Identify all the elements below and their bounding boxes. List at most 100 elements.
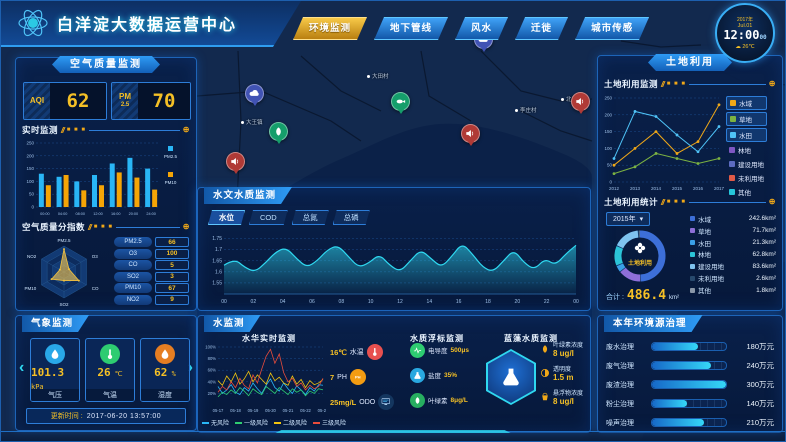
svg-text:1.75: 1.75 [212, 236, 222, 242]
bloom-legend-item[interactable]: 二级风险 [274, 418, 307, 427]
treatment-fill [652, 419, 704, 426]
land-use-donut: 土地利用 [614, 230, 666, 282]
land-legend-水域[interactable]: 水域 [726, 96, 767, 110]
stat-value: 242.6km² [748, 215, 776, 223]
prev-arrow[interactable]: ‹ [19, 359, 25, 376]
map-marker-speaker[interactable] [571, 92, 590, 111]
svg-text:1.55: 1.55 [212, 280, 222, 286]
map-marker-speaker[interactable] [461, 124, 480, 143]
land-stat-row: 其他 1.8km² [690, 285, 776, 295]
svg-text:05-19: 05-19 [248, 408, 259, 413]
map-marker-speaker[interactable] [226, 152, 245, 171]
bucket-icon [542, 392, 548, 401]
bloom-legend-item[interactable]: 一级风险 [235, 418, 268, 427]
treatment-label: 废气治理 [606, 362, 634, 370]
stat-value: 62.8km² [752, 250, 776, 258]
thermometer-icon [366, 344, 383, 360]
land-legend-林地[interactable]: 林地 [726, 144, 767, 156]
map-marker-leaf[interactable] [269, 122, 288, 141]
monitor-icon [382, 398, 391, 406]
land-stats-list: 水域 242.6km² 草地 71.7km² 水田 21.3km² 林地 62.8km² 建设用… [690, 214, 776, 295]
update-value: 2017-06-20 13:57:00 [86, 412, 162, 420]
buoy-label: 叶绿素 [428, 398, 448, 405]
target-icon: ⊕ [768, 197, 776, 206]
sub-index-title: 空气质量分指数 [22, 222, 86, 232]
hydro-tab-水位[interactable]: 水位 [208, 210, 245, 225]
treatment-label: 废渣治理 [606, 381, 634, 389]
svg-text:150: 150 [604, 129, 612, 134]
tab-风水[interactable]: 风水 [455, 17, 508, 40]
hydro-tab-总磷[interactable]: 总磷 [333, 210, 370, 225]
svg-text:100: 100 [26, 179, 34, 184]
svg-text:SO2: SO2 [59, 302, 69, 307]
buoy-value: 500μs [450, 346, 469, 354]
land-legend-水田[interactable]: 水田 [726, 128, 767, 142]
sub-index-value: 3 [155, 271, 189, 282]
sub-index-row: PM10 67 [114, 283, 189, 293]
land-legend-建设用地[interactable]: 建设用地 [726, 158, 767, 170]
map-marker-fish[interactable] [391, 92, 410, 111]
algae-value: 8 ug/l [553, 349, 574, 358]
footer-decoration [1, 431, 785, 441]
buoy-value: 8μg/L [450, 396, 468, 404]
buoy-readings-right: 电导度 500μs 盐度 35% 叶绿素 8μg/L [410, 342, 469, 408]
target-icon: ⊕ [768, 79, 776, 88]
map-marker-cloud[interactable] [245, 84, 264, 103]
nav-tabs: 环境监测 地下管线 风水 迁徙 城市传感 [293, 17, 649, 40]
next-arrow[interactable]: › [187, 359, 193, 376]
treatment-fill [652, 400, 687, 407]
treatment-value: 240万元 [746, 361, 774, 370]
svg-text:150: 150 [26, 166, 34, 171]
treatment-value: 140万元 [746, 399, 774, 408]
land-legend-其他[interactable]: 其他 [726, 186, 767, 198]
algae-reading-透明度: 透明度 1.5 m [540, 364, 583, 382]
svg-text:2017: 2017 [714, 186, 724, 191]
bloom-legend-item[interactable]: 无风险 [202, 418, 229, 427]
land-stats-title: 土地利用统计 [604, 197, 659, 207]
land-legend-草地[interactable]: 草地 [726, 112, 767, 126]
air-radar-chart: PM2.5 O3 CO SO2 PM10 NO2 [25, 238, 99, 307]
treatment-value: 180万元 [746, 342, 774, 351]
algae-label: 悬浮物浓度 [553, 391, 584, 397]
algae-label: 叶绿素浓度 [553, 343, 584, 349]
treatment-value: 300万元 [746, 380, 774, 389]
algae-readings: 叶绿素浓度 8 ug/l 透明度 1.5 m 悬浮物浓度 8 ug/l [540, 340, 583, 406]
land-use-line-chart: 0 50 100 150 200 250 2012 2013 2014 2015 2016 2017 [604, 96, 724, 192]
land-legend-未利用地[interactable]: 未利用地 [726, 172, 767, 184]
clock-widget: 2017年 Jul.01 12:0000 26℃ [715, 3, 775, 63]
svg-text:200: 200 [604, 112, 612, 117]
svg-text:04: 04 [280, 299, 286, 305]
slashes-decoration: // [88, 222, 92, 232]
aqi-display: AQI 62 [23, 82, 107, 120]
tab-迁徙[interactable]: 迁徙 [515, 17, 568, 40]
treatment-track [651, 418, 727, 427]
water-panel-title: 水监测 [204, 315, 261, 332]
hydro-tab-COD[interactable]: COD [249, 210, 288, 225]
legend-dash [274, 421, 282, 424]
header-line [115, 226, 180, 229]
treatment-value: 210万元 [746, 418, 774, 427]
tab-城市传感[interactable]: 城市传感 [575, 17, 649, 40]
treatment-rows: 废水治理 180万元 废气治理 240万元 废渣治理 300万元 粉尘治理 140万元 噪声治理… [606, 342, 774, 427]
water-level-chart: 1.55 1.6 1.65 1.7 1.75 00 02 04 06 08 10 12 14 16 18 20… [212, 236, 579, 305]
svg-text:14: 14 [427, 299, 433, 305]
tab-环境监测[interactable]: 环境监测 [293, 17, 367, 40]
stat-label: 建设用地 [698, 264, 724, 272]
hydro-tab-总氮[interactable]: 总氮 [292, 210, 329, 225]
total-unit: km² [669, 295, 680, 301]
page-title: 白洋淀大数据运营中心 [57, 17, 238, 34]
svg-text:50: 50 [607, 163, 613, 168]
sub-index-label: PM2.5 [114, 237, 152, 247]
stat-swatch [690, 240, 695, 246]
stat-label: 林地 [698, 252, 711, 260]
air-panel-title: 空气质量监测 [52, 56, 160, 73]
tab-地下管线[interactable]: 地下管线 [374, 17, 448, 40]
update-label: 更新时间 : [50, 413, 83, 420]
svg-text:0: 0 [31, 205, 34, 210]
treatment-fill [652, 362, 712, 369]
svg-text:2013: 2013 [630, 186, 641, 191]
year-select[interactable]: 2015年 ▾ [606, 212, 651, 226]
slashes-decoration: // [661, 197, 665, 207]
bloom-legend-item[interactable]: 三级风险 [313, 418, 346, 427]
bloom-title: 水华实时监测 [242, 334, 296, 343]
